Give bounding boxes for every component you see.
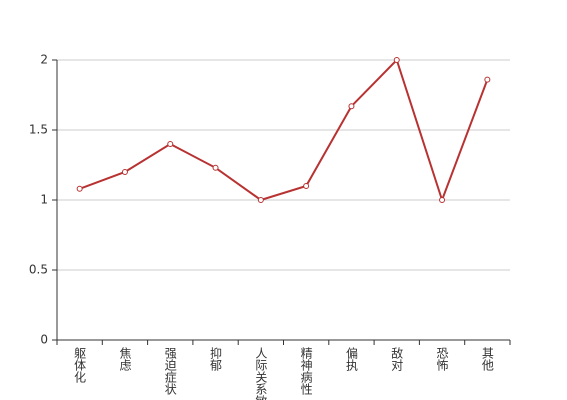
point: [212, 164, 219, 171]
x-tick-label: 抑郁: [209, 346, 223, 372]
y-tick-label: 1.5: [29, 123, 48, 137]
point: [121, 169, 128, 175]
x-tick-label: 恐怖: [435, 347, 449, 371]
x-tick-label: 其他: [480, 347, 494, 371]
x-tick-label: 焦虑: [118, 347, 132, 371]
x-tick-label: 偏执: [344, 346, 358, 372]
point: [303, 183, 310, 189]
y-tick-label: 1: [40, 193, 48, 207]
point: [76, 185, 83, 192]
y-tick-label: 2: [40, 53, 48, 67]
x-tick-label: 精神病性: [299, 347, 313, 396]
x-tick-label: 人际关系敏感: [254, 347, 268, 400]
line: [79, 58, 489, 204]
x-tick-label: 躯体化: [73, 346, 87, 384]
point: [393, 57, 400, 63]
point: [257, 197, 264, 203]
point: [167, 141, 174, 147]
y-tick-label: 0.5: [29, 263, 48, 277]
x-tick-label: 强迫症状: [163, 347, 177, 395]
point: [439, 197, 446, 203]
y-tick-label: 0: [40, 333, 48, 347]
point: [348, 103, 355, 110]
point: [484, 76, 491, 83]
x-tick-label: 敌对: [390, 346, 404, 371]
